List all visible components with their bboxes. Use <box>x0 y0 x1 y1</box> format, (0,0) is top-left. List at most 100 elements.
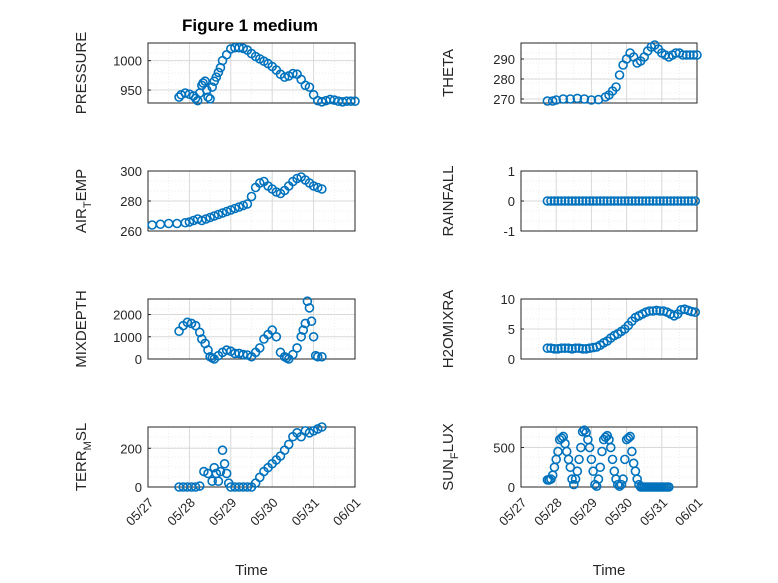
data-point <box>692 50 702 60</box>
data-point <box>598 196 609 206</box>
subplot-h2omixra: 0 5 10 H2OMIXRA <box>440 290 701 368</box>
data-point <box>556 196 567 206</box>
data-point <box>190 482 201 492</box>
data-point <box>296 331 306 342</box>
data-point <box>620 196 630 206</box>
data-point <box>602 196 613 206</box>
y-tick-label: 280 <box>120 194 142 209</box>
data-point <box>669 196 679 206</box>
data-point <box>623 433 634 443</box>
x-tick-label: 05/27 <box>123 495 157 529</box>
y-tick-label: 1000 <box>113 330 142 345</box>
x-axis-label: Time <box>593 562 626 579</box>
data-point <box>568 479 579 490</box>
data-point <box>612 196 623 206</box>
data-point <box>579 425 590 435</box>
data-point <box>572 93 583 104</box>
y-tick-label: 0 <box>508 480 515 495</box>
data-point <box>317 184 327 194</box>
data-point <box>676 196 686 206</box>
data-point <box>678 50 688 60</box>
data-point <box>565 94 576 104</box>
data-point <box>215 466 226 477</box>
data-point <box>627 446 637 457</box>
data-point <box>221 468 232 479</box>
data-point <box>574 343 584 354</box>
data-point <box>300 318 311 329</box>
data-point <box>317 422 327 432</box>
data-point <box>542 96 553 106</box>
data-point <box>637 196 648 206</box>
data-point <box>577 343 588 354</box>
y-tick-label: -1 <box>503 224 515 239</box>
data-point <box>648 306 658 316</box>
data-point <box>581 343 591 354</box>
data-point <box>593 474 604 484</box>
data-point <box>574 454 584 465</box>
data-point <box>298 325 309 335</box>
data-point <box>205 212 215 223</box>
x-tick-label: 05/30 <box>247 495 281 529</box>
data-point <box>658 196 669 206</box>
y-tick-label: 500 <box>493 441 515 456</box>
data-point <box>194 327 205 338</box>
data-point <box>304 303 315 313</box>
data-point <box>197 215 207 226</box>
axes-box <box>147 298 356 360</box>
data-point <box>254 178 265 188</box>
data-point <box>553 343 563 354</box>
data-point <box>221 345 232 355</box>
data-point <box>207 476 217 486</box>
data-point <box>655 306 665 316</box>
data-point <box>584 343 595 354</box>
data-point <box>238 349 249 360</box>
data-point <box>644 196 655 206</box>
y-tick-label: 1 <box>508 164 515 179</box>
data-point <box>312 182 323 193</box>
data-point <box>304 82 315 92</box>
y-axis-label: PRESSURE <box>73 32 90 115</box>
data-point <box>570 196 581 206</box>
data-point <box>664 482 674 492</box>
data-point <box>213 67 224 78</box>
data-point <box>242 199 253 209</box>
data-point <box>565 462 576 473</box>
data-point <box>558 94 569 104</box>
data-point <box>651 305 662 316</box>
data-point <box>542 196 553 206</box>
y-tick-label: 0 <box>135 352 142 367</box>
data-point <box>612 479 623 490</box>
data-point <box>205 94 215 104</box>
data-point <box>581 196 591 206</box>
data-point <box>317 97 327 107</box>
subplot-rainfall: -1 0 1 RAINFALL <box>440 164 701 239</box>
data-point <box>549 196 560 206</box>
data-point <box>271 331 282 342</box>
data-point <box>588 196 598 206</box>
data-point <box>672 196 683 206</box>
data-point <box>219 458 230 469</box>
x-tick-label: 05/31 <box>289 495 323 529</box>
data-point <box>211 72 222 82</box>
data-point <box>279 72 290 82</box>
y-tick-label: 2000 <box>113 308 142 323</box>
y-tick-label: 0 <box>508 352 515 367</box>
data-point <box>283 439 294 450</box>
data-point <box>194 481 205 491</box>
data-point <box>620 454 630 465</box>
data-point <box>234 202 244 212</box>
data-point <box>346 96 356 107</box>
data-point <box>676 304 686 315</box>
subplot-terr_msl: 0 200 05/27 05/28 05/29 05/30 05/31 06/01 TERRMS… <box>73 422 364 579</box>
y-axis-label: H2OMIXRA <box>440 290 457 368</box>
data-point <box>567 196 577 206</box>
x-tick-label: 05/30 <box>602 495 636 529</box>
data-point <box>665 196 676 206</box>
data-point <box>605 442 616 453</box>
data-point <box>200 76 210 87</box>
data-point <box>616 196 627 206</box>
data-point <box>609 196 620 206</box>
data-point <box>254 343 265 353</box>
data-point <box>267 325 278 335</box>
data-point <box>563 196 574 206</box>
